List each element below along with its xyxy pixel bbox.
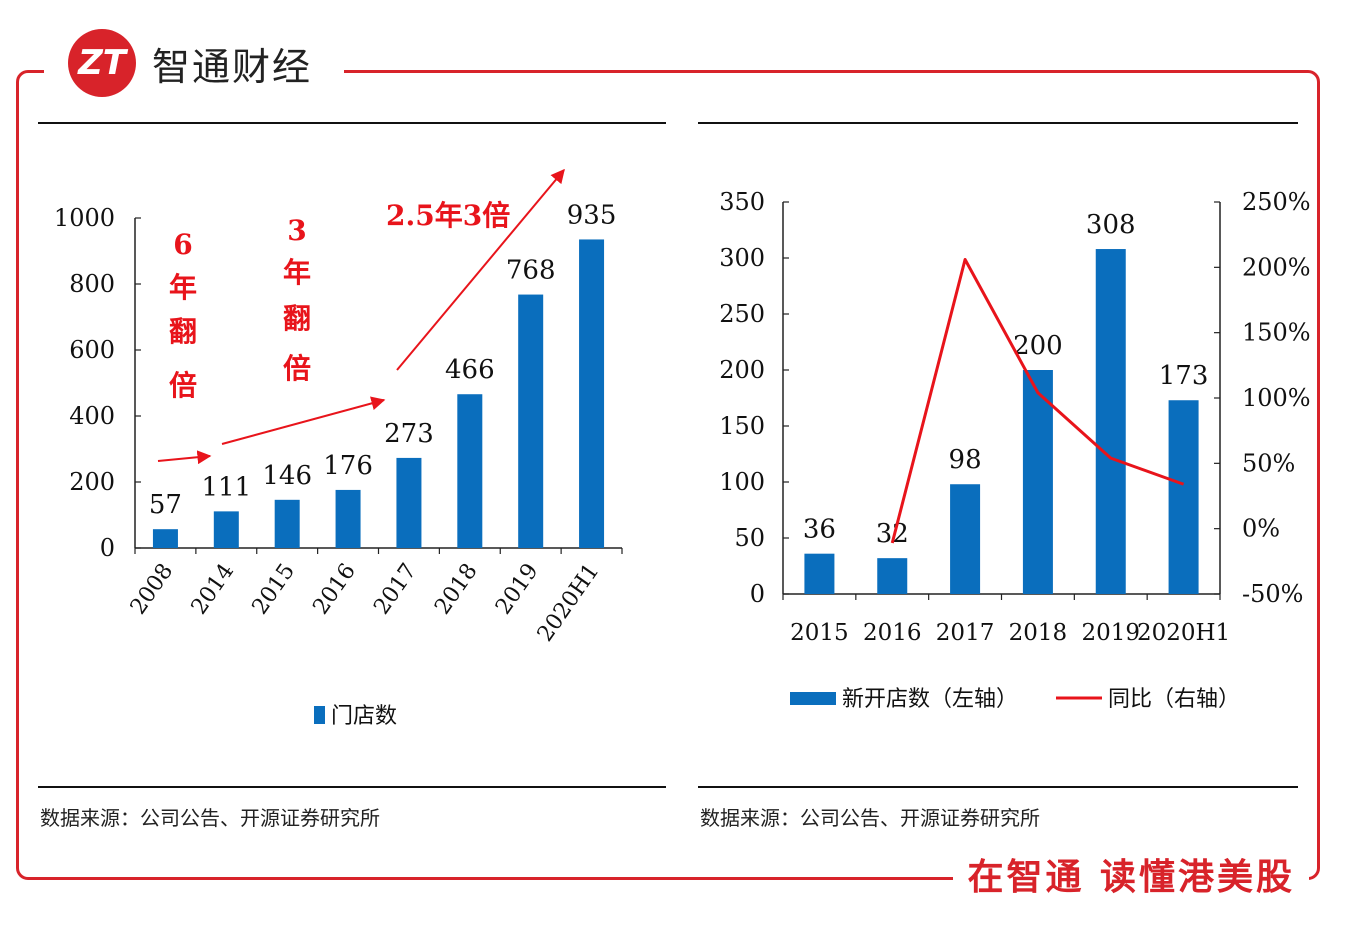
growth-arrow-2 bbox=[221, 396, 386, 445]
right-left-y-tick-label: 300 bbox=[719, 244, 765, 272]
left-bar bbox=[579, 239, 605, 548]
right-bar-data-label: 32 bbox=[876, 519, 909, 549]
left-y-tick-label: 400 bbox=[69, 402, 115, 430]
left-top-rule bbox=[38, 122, 666, 124]
left-bar bbox=[457, 394, 483, 548]
right-right-y-tick-label: 250% bbox=[1242, 188, 1311, 216]
left-x-tick-label: 2020H1 bbox=[533, 559, 605, 646]
left-bar-data-label: 111 bbox=[201, 472, 251, 502]
right-right-y-tick-label: 0% bbox=[1242, 515, 1280, 543]
left-bar-data-label: 466 bbox=[445, 355, 495, 385]
left-bar-data-label: 273 bbox=[384, 419, 434, 449]
right-left-y-tick-label: 100 bbox=[719, 468, 765, 496]
slogan: 在智通 读懂港美股 bbox=[953, 848, 1309, 900]
right-x-tick-label: 2020H1 bbox=[1137, 620, 1230, 646]
left-bar bbox=[335, 489, 361, 548]
right-left-y-tick-label: 250 bbox=[719, 300, 765, 328]
right-right-y-tick-label: -50% bbox=[1242, 580, 1303, 608]
right-legend-bar-swatch bbox=[790, 692, 836, 705]
annotation-6yr-doubling: 6 bbox=[173, 228, 192, 261]
right-bar-data-label: 173 bbox=[1159, 361, 1209, 391]
left-y-tick-label: 600 bbox=[69, 336, 115, 364]
logo-mark-icon: ZT bbox=[68, 29, 136, 97]
left-x-tick-label: 2008 bbox=[126, 559, 179, 619]
brand-logo: ZT 智通财经 bbox=[44, 18, 344, 108]
left-x-tick-label: 2019 bbox=[491, 559, 544, 619]
left-bar-data-label: 146 bbox=[262, 461, 312, 491]
annotation-3yr-doubling: 倍 bbox=[283, 352, 311, 385]
annotation-3yr-doubling: 年 bbox=[283, 256, 311, 289]
left-source-note: 数据来源：公司公告、开源证券研究所 bbox=[40, 806, 380, 830]
growth-arrow-3 bbox=[396, 168, 565, 371]
right-left-y-tick-label: 50 bbox=[734, 524, 765, 552]
right-x-tick-label: 2016 bbox=[863, 620, 922, 646]
right-bar-data-label: 200 bbox=[1013, 331, 1063, 361]
right-bar bbox=[804, 553, 835, 594]
right-left-y-tick-label: 350 bbox=[719, 188, 765, 216]
right-bar bbox=[1095, 249, 1126, 595]
right-bar-data-label: 308 bbox=[1086, 210, 1136, 240]
right-bar-data-label: 36 bbox=[803, 515, 836, 545]
left-x-tick-label: 2018 bbox=[430, 559, 483, 619]
left-bar bbox=[274, 499, 300, 548]
left-y-tick-label: 200 bbox=[69, 468, 115, 496]
annotation-3yr-doubling: 3 bbox=[287, 214, 306, 247]
left-bar-data-label: 176 bbox=[323, 451, 373, 481]
left-y-tick-label: 800 bbox=[69, 270, 115, 298]
right-bar bbox=[1168, 400, 1199, 594]
right-left-y-tick-label: 150 bbox=[719, 412, 765, 440]
left-bar bbox=[213, 511, 239, 548]
annotation-2.5yr-triple: 2.5年3倍 bbox=[386, 199, 510, 232]
annotation-6yr-doubling: 年 bbox=[169, 271, 197, 304]
right-source-note: 数据来源：公司公告、开源证券研究所 bbox=[700, 806, 1040, 830]
right-bar bbox=[950, 484, 981, 594]
annotation-6yr-doubling: 倍 bbox=[169, 369, 197, 402]
annotation-3yr-doubling: 翻 bbox=[283, 302, 311, 335]
right-legend-line-label: 同比（右轴） bbox=[1108, 687, 1240, 712]
right-right-y-tick-label: 150% bbox=[1242, 319, 1311, 347]
right-right-y-tick-label: 50% bbox=[1242, 449, 1295, 477]
right-bar bbox=[1022, 370, 1053, 594]
left-bar-data-label: 768 bbox=[506, 256, 556, 286]
right-right-y-tick-label: 100% bbox=[1242, 384, 1311, 412]
left-bottom-rule bbox=[38, 786, 666, 788]
right-legend-bar-label: 新开店数（左轴） bbox=[842, 687, 1018, 712]
left-x-tick-label: 2017 bbox=[369, 559, 422, 619]
right-x-tick-label: 2017 bbox=[936, 620, 995, 646]
right-bar bbox=[877, 558, 908, 594]
right-right-y-tick-label: 200% bbox=[1242, 253, 1311, 281]
right-x-tick-label: 2019 bbox=[1081, 620, 1140, 646]
left-x-tick-label: 2015 bbox=[248, 559, 301, 619]
left-bar bbox=[152, 529, 178, 548]
right-top-rule bbox=[698, 122, 1298, 124]
right-bottom-rule bbox=[698, 786, 1298, 788]
left-legend-swatch bbox=[314, 706, 325, 724]
left-y-tick-label: 1000 bbox=[54, 204, 115, 232]
right-x-tick-label: 2015 bbox=[790, 620, 849, 646]
right-left-y-tick-label: 200 bbox=[719, 356, 765, 384]
left-bar-data-label: 935 bbox=[567, 200, 617, 230]
left-legend-label: 门店数 bbox=[331, 704, 397, 729]
left-y-tick-label: 0 bbox=[100, 534, 115, 562]
left-bar bbox=[518, 294, 544, 548]
annotation-6yr-doubling: 翻 bbox=[169, 315, 197, 348]
brand-name: 智通财经 bbox=[152, 44, 313, 89]
left-bar-data-label: 57 bbox=[149, 490, 182, 520]
left-x-tick-label: 2016 bbox=[308, 559, 361, 619]
left-bar bbox=[396, 457, 422, 548]
left-x-tick-label: 2014 bbox=[187, 559, 240, 619]
growth-arrow-1 bbox=[157, 450, 212, 465]
yoy-line-series bbox=[890, 257, 1185, 544]
right-x-tick-label: 2018 bbox=[1009, 620, 1068, 646]
red-frame bbox=[16, 70, 1320, 880]
right-bar-data-label: 98 bbox=[949, 445, 982, 475]
right-left-y-tick-label: 0 bbox=[750, 580, 765, 608]
